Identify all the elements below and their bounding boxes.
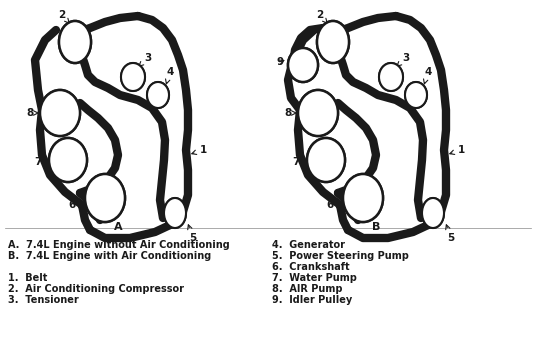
Text: 8: 8	[285, 108, 297, 118]
Text: 4.  Generator: 4. Generator	[272, 240, 345, 250]
Ellipse shape	[59, 21, 91, 63]
Text: 7: 7	[292, 157, 307, 167]
Ellipse shape	[40, 90, 80, 136]
Ellipse shape	[379, 63, 403, 91]
Text: 5: 5	[446, 225, 455, 243]
Ellipse shape	[405, 82, 427, 108]
Ellipse shape	[307, 138, 345, 182]
Text: 3: 3	[397, 53, 410, 66]
Ellipse shape	[288, 48, 318, 82]
Text: 3.  Tensioner: 3. Tensioner	[8, 295, 79, 305]
Text: 2: 2	[58, 10, 69, 23]
Ellipse shape	[164, 198, 186, 228]
Text: 1.  Belt: 1. Belt	[8, 273, 47, 283]
Ellipse shape	[288, 48, 318, 82]
Text: 1: 1	[450, 145, 465, 155]
Text: A: A	[114, 222, 122, 232]
Ellipse shape	[121, 63, 145, 91]
Ellipse shape	[422, 198, 444, 228]
Ellipse shape	[40, 90, 80, 136]
Ellipse shape	[405, 82, 427, 108]
Text: 4: 4	[423, 67, 431, 84]
Text: 9: 9	[277, 57, 284, 67]
Text: 8: 8	[26, 108, 39, 118]
Text: 4: 4	[166, 67, 174, 84]
Ellipse shape	[147, 82, 169, 108]
Text: 7: 7	[34, 157, 49, 167]
Ellipse shape	[147, 82, 169, 108]
Ellipse shape	[121, 63, 145, 91]
Text: 8.  AIR Pump: 8. AIR Pump	[272, 284, 343, 294]
Ellipse shape	[422, 198, 444, 228]
Text: 5.  Power Steering Pump: 5. Power Steering Pump	[272, 251, 409, 261]
Ellipse shape	[343, 174, 383, 222]
Text: 6: 6	[326, 200, 341, 210]
Ellipse shape	[343, 174, 383, 222]
Ellipse shape	[307, 138, 345, 182]
Ellipse shape	[298, 90, 338, 136]
Ellipse shape	[49, 138, 87, 182]
Text: B: B	[372, 222, 380, 232]
Ellipse shape	[164, 198, 186, 228]
Text: B.  7.4L Engine with Air Conditioning: B. 7.4L Engine with Air Conditioning	[8, 251, 211, 261]
Text: 6.  Crankshaft: 6. Crankshaft	[272, 262, 349, 272]
Text: 7.  Water Pump: 7. Water Pump	[272, 273, 357, 283]
Ellipse shape	[317, 21, 349, 63]
Text: 1: 1	[192, 145, 206, 155]
Ellipse shape	[85, 174, 125, 222]
Ellipse shape	[59, 21, 91, 63]
Text: 6: 6	[69, 200, 83, 210]
Ellipse shape	[317, 21, 349, 63]
Ellipse shape	[49, 138, 87, 182]
Text: 2.  Air Conditioning Compressor: 2. Air Conditioning Compressor	[8, 284, 184, 294]
Ellipse shape	[85, 174, 125, 222]
Text: 3: 3	[139, 53, 152, 66]
Text: 9.  Idler Pulley: 9. Idler Pulley	[272, 295, 352, 305]
Ellipse shape	[379, 63, 403, 91]
Ellipse shape	[298, 90, 338, 136]
Text: 2: 2	[316, 10, 327, 23]
Text: 5: 5	[188, 225, 197, 243]
Text: A.  7.4L Engine without Air Conditioning: A. 7.4L Engine without Air Conditioning	[8, 240, 230, 250]
